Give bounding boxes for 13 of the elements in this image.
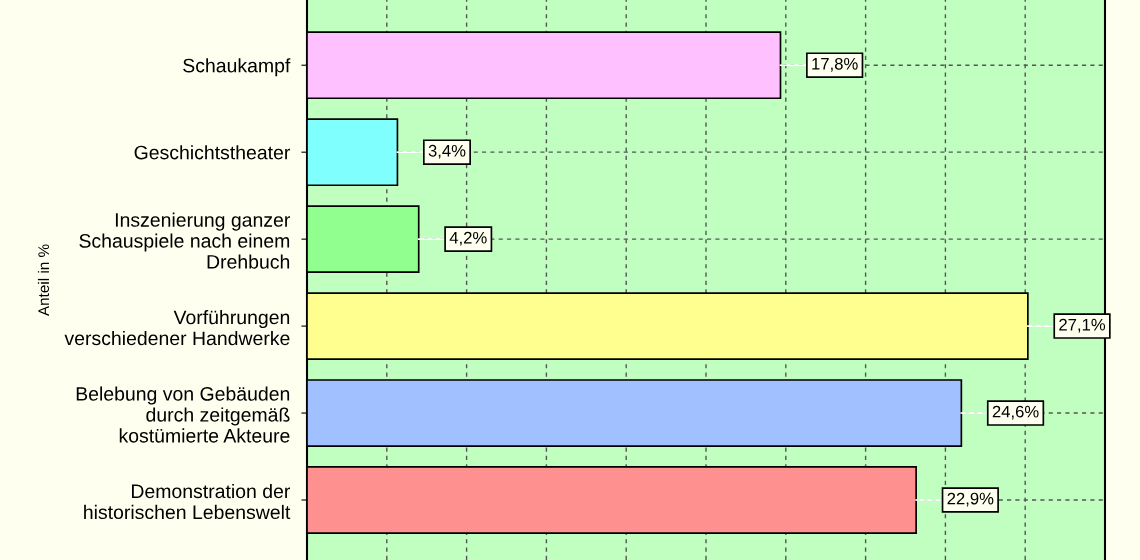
data-label: 3,4%: [428, 144, 466, 159]
y-axis-title: Anteil in %: [37, 244, 50, 317]
y-tick-label: Geschichtstheater: [134, 145, 291, 160]
data-label: 17,8%: [812, 57, 858, 72]
y-tick-label: Vorführungen verschiedener Handwerke: [64, 309, 290, 346]
y-tick-label: Belebung von Gebäuden durch zeitgemäß kostümierte Akteure: [76, 386, 290, 443]
data-label: 4,2%: [449, 231, 487, 246]
y-tick-label: Demonstration der historischen Lebenswelt: [84, 483, 291, 520]
data-label: 24,6%: [992, 405, 1039, 420]
y-tick-label: Schaukampf: [183, 58, 291, 77]
y-tick-label: Inszenierung ganzer Schauspiele nach einem Drehbuch: [79, 212, 291, 269]
data-label: 22,9%: [947, 492, 994, 507]
data-label: 27,1%: [1059, 318, 1106, 333]
